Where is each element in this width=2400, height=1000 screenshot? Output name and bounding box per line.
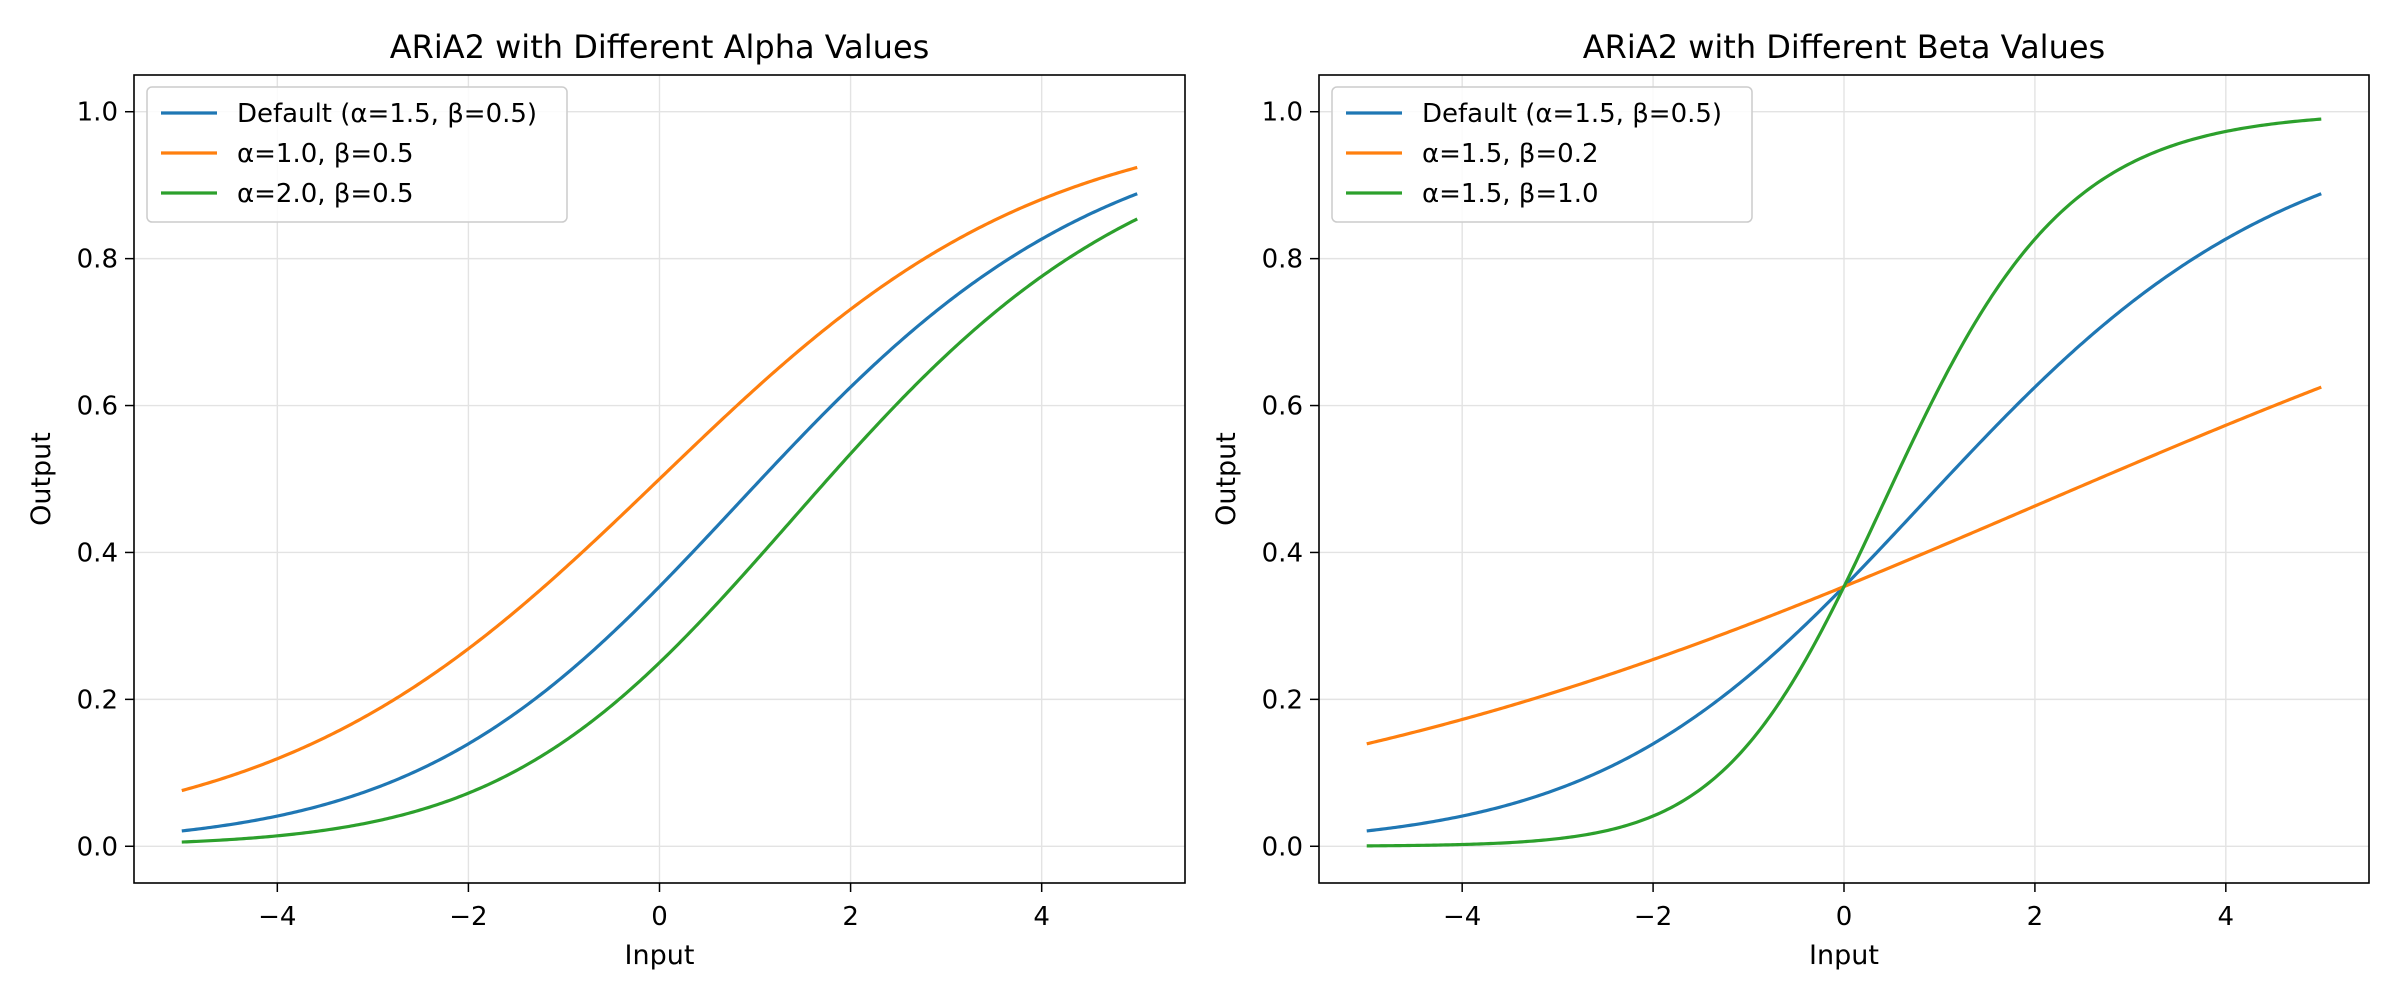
x-tick-label: 2 [2027,902,2044,932]
x-tick-label: 4 [1033,902,1050,932]
y-tick-label: 0.6 [1262,392,1303,422]
series-line-1 [181,192,1138,833]
series-line-3 [1366,117,2322,848]
y-tick-label: 0.4 [77,538,118,568]
y-tick-label: 0.8 [77,245,118,275]
x-tick-label: −2 [1634,902,1672,932]
y-tick-label: 0.8 [1262,245,1303,275]
legend: Default (α=1.5, β=0.5) α=1.0, β=0.5 α=2.0,… [146,86,568,223]
series-lines [1366,117,2322,848]
series-line-3 [181,217,1138,844]
y-tick-label: 0.2 [1262,685,1303,715]
x-axis-label: Input [625,940,695,971]
y-axis-label: Output [26,432,57,526]
y-tick-label: 0.0 [1262,832,1303,862]
y-axis-label: Output [1211,432,1242,526]
y-tick-label: 0.2 [77,685,118,715]
legend-label: α=1.5, β=1.0 [1422,179,1599,209]
legend-label: α=1.0, β=0.5 [237,139,414,169]
axis-ticks: −4 −2 0 2 4 0.0 0.2 0.4 0.6 0.8 1.0 [1262,98,2234,932]
legend-label: α=2.0, β=0.5 [237,179,414,209]
y-tick-label: 1.0 [77,98,118,128]
legend-box [146,86,568,223]
series-line-2 [181,165,1138,793]
chart-title: ARiA2 with Different Beta Values [1583,28,2105,66]
legend-label: Default (α=1.5, β=0.5) [1422,99,1722,129]
legend: Default (α=1.5, β=0.5) α=1.5, β=0.2 α=1.5,… [1331,86,1753,223]
y-tick-label: 1.0 [1262,98,1303,128]
y-tick-label: 0.6 [77,392,118,422]
axis-ticks: −4 −2 0 2 4 0.0 0.2 0.4 0.6 0.8 1.0 [77,98,1050,932]
x-axis-label: Input [1809,940,1879,971]
legend-label: α=1.5, β=0.2 [1422,139,1599,169]
chart-alpha: −4 −2 0 2 4 0.0 0.2 0.4 0.6 0.8 1.0 ARiA2 with Dif… [26,28,1186,971]
x-tick-label: 0 [651,902,668,932]
legend-label: Default (α=1.5, β=0.5) [237,99,537,129]
x-tick-label: −4 [1443,902,1481,932]
y-tick-label: 0.4 [1262,538,1303,568]
x-tick-label: 0 [1836,902,1853,932]
x-tick-label: −2 [449,902,487,932]
x-tick-label: −4 [258,902,296,932]
chart-beta: −4 −2 0 2 4 0.0 0.2 0.4 0.6 0.8 1.0 ARiA2 with Dif… [1211,28,2370,971]
y-tick-label: 0.0 [77,832,118,862]
legend-box [1331,86,1753,223]
x-tick-label: 4 [2218,902,2235,932]
series-lines [181,165,1138,844]
chart-title: ARiA2 with Different Alpha Values [390,28,930,66]
x-tick-label: 2 [842,902,859,932]
